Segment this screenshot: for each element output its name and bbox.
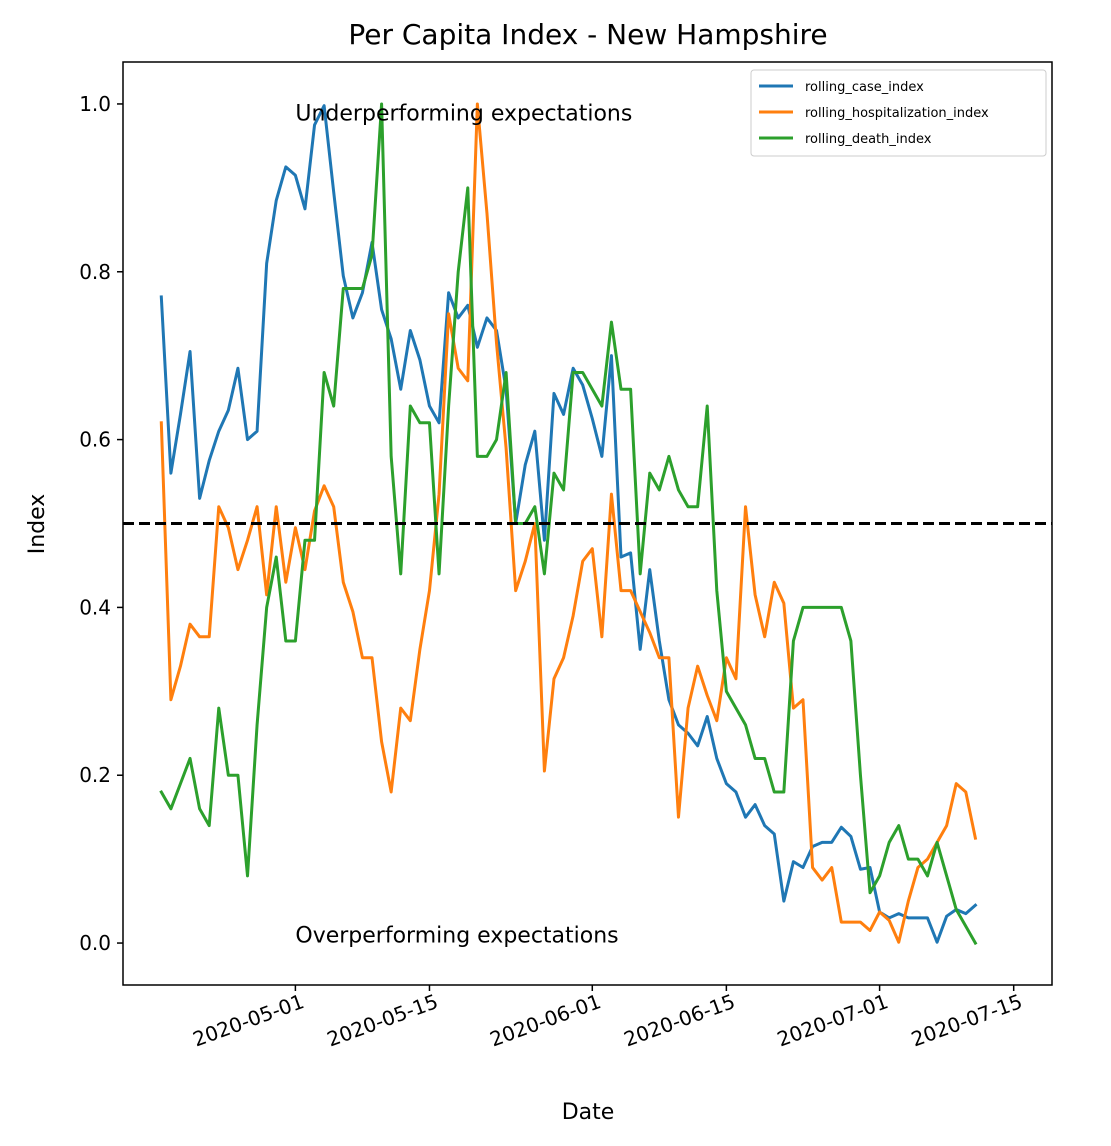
y-tick-label: 1.0 [79, 92, 111, 116]
annotation-1: Overperforming expectations [295, 924, 618, 949]
series-line-rolling_case_index [159, 104, 978, 944]
legend-label-rolling_death_index: rolling_death_index [805, 132, 932, 147]
legend-box [750, 69, 1047, 157]
annotation-0: Underperforming expectations [295, 101, 632, 126]
axes-frame [122, 61, 1053, 986]
series-line-rolling_hospitalization_index [159, 102, 978, 944]
plot-area: Underperforming expectations Overperformi… [79, 61, 1053, 1051]
x-axis-label: Date [562, 1100, 615, 1125]
y-tick-label: 0.4 [79, 595, 111, 619]
chart-title: Per Capita Index - New Hampshire [348, 18, 827, 51]
y-tick-label: 0.2 [79, 763, 111, 787]
legend-label-rolling_hospitalization_index: rolling_hospitalization_index [805, 106, 989, 121]
y-tick-label: 0.6 [79, 428, 111, 452]
series-line-rolling_death_index [159, 102, 978, 946]
y-tick-label: 0.0 [79, 931, 111, 955]
legend-label-rolling_case_index: rolling_case_index [805, 80, 924, 95]
y-axis-label: Index [25, 494, 50, 555]
y-tick-label: 0.8 [79, 260, 111, 284]
